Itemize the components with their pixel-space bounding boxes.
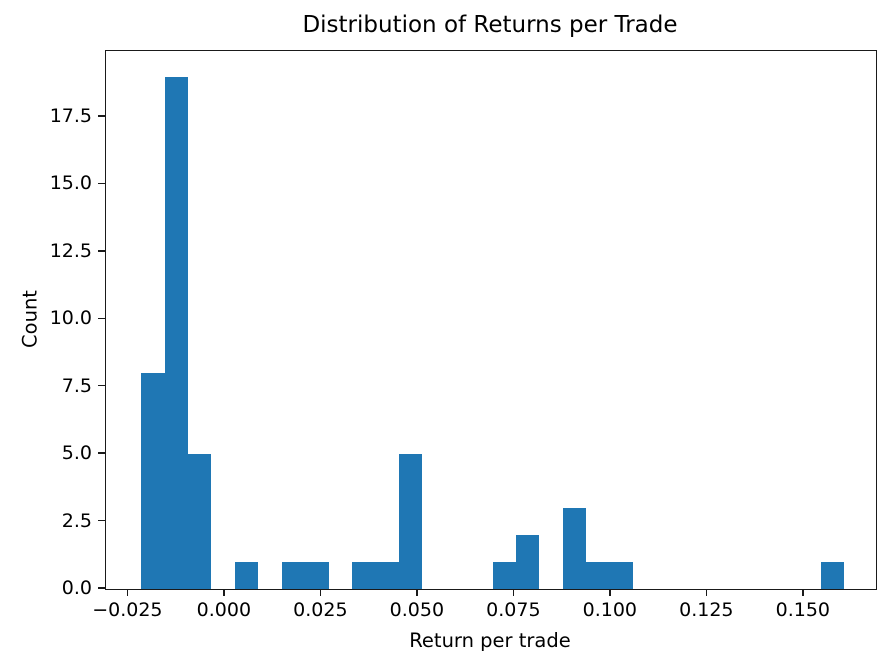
y-tick-label: 7.5 (61, 374, 92, 397)
x-tick-label: 0.100 (582, 599, 638, 621)
histogram-bar (141, 373, 165, 589)
y-tick (98, 250, 105, 252)
histogram-bar (820, 562, 844, 589)
x-tick-label: 0.075 (486, 599, 541, 621)
x-tick-label: −0.025 (92, 599, 163, 621)
x-tick (802, 589, 804, 596)
x-tick (223, 589, 225, 596)
y-tick (98, 182, 105, 185)
x-tick (416, 589, 418, 596)
y-tick-label: 17.5 (49, 105, 92, 128)
histogram-bar (187, 454, 212, 589)
histogram-bar (234, 562, 259, 589)
y-tick (98, 452, 105, 454)
y-tick-label: 12.5 (49, 239, 92, 262)
chart-title: Distribution of Returns per Trade (302, 12, 678, 38)
x-tick (319, 589, 322, 596)
x-tick-label: 0.125 (679, 599, 734, 621)
plot-area (105, 50, 877, 590)
x-tick-label: 0.025 (293, 599, 348, 621)
y-tick-label: 5.0 (61, 442, 92, 465)
histogram-bar (164, 76, 188, 589)
y-tick-label: 0.0 (61, 577, 92, 599)
histogram-bar (351, 562, 376, 589)
x-axis-label: Return per trade (409, 629, 571, 652)
x-tick-label: 0.000 (196, 599, 252, 621)
y-tick-label: 10.0 (49, 307, 92, 330)
histogram-bar (492, 562, 516, 589)
histogram-bar (562, 508, 587, 589)
histogram-bar (586, 562, 610, 589)
y-tick (98, 317, 105, 320)
x-tick (609, 589, 611, 596)
histogram-bar (375, 562, 399, 589)
x-tick (512, 589, 515, 596)
y-tick (98, 384, 105, 387)
x-tick-label: 0.050 (389, 599, 445, 621)
y-tick-label: 15.0 (49, 172, 92, 195)
histogram-bar (305, 562, 329, 589)
x-tick (126, 589, 129, 596)
x-tick-label: 0.150 (775, 599, 831, 621)
histogram-bar (515, 535, 540, 589)
y-tick (98, 587, 105, 589)
x-tick (705, 589, 708, 596)
histogram-bar (398, 454, 423, 589)
y-tick-label: 2.5 (61, 509, 92, 532)
y-tick (98, 519, 105, 522)
y-tick (98, 115, 105, 117)
histogram-bar (281, 562, 306, 589)
histogram-bar (609, 562, 634, 589)
